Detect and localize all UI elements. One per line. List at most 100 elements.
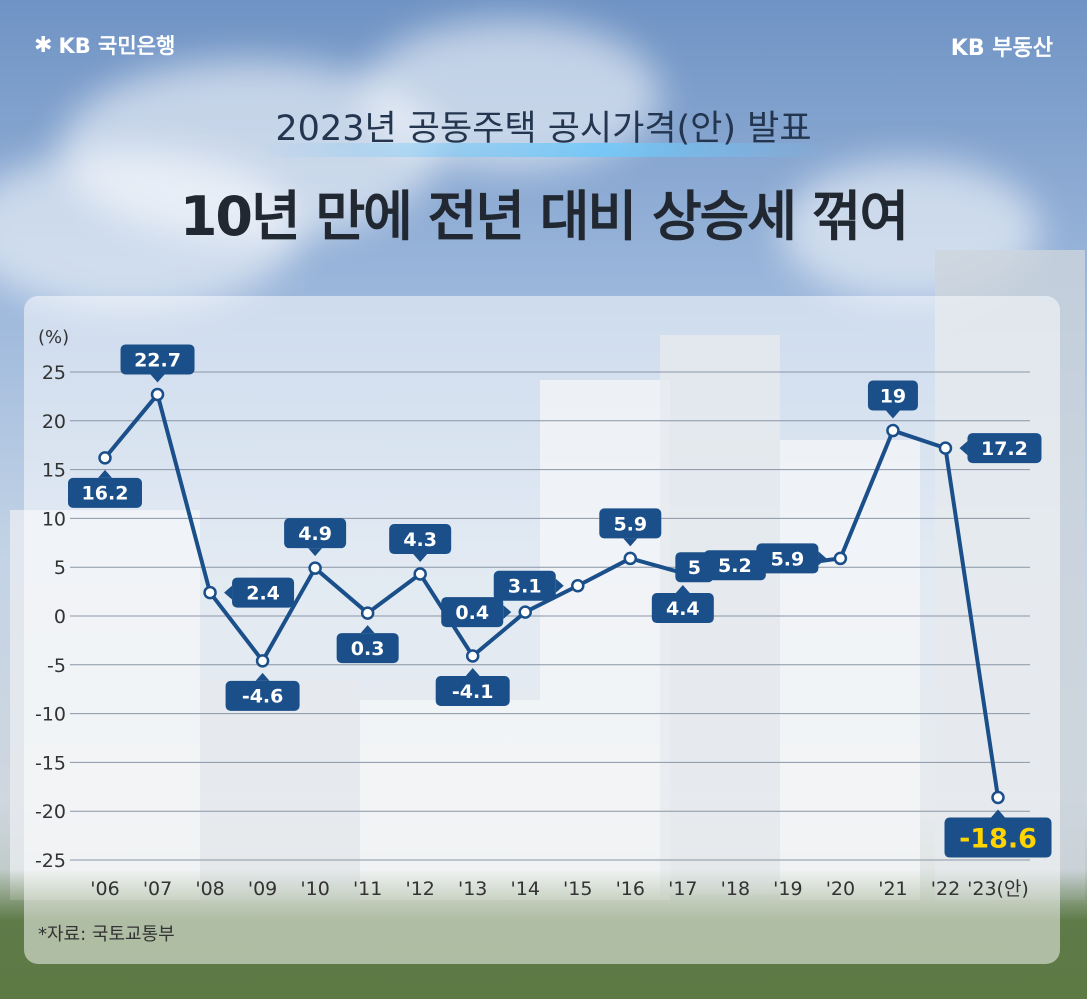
headline: 10년 만에 전년 대비 상승세 꺾여	[179, 185, 909, 248]
x-tick-label: '06	[90, 878, 119, 900]
x-tick-label: '15	[563, 878, 592, 900]
x-tick-label: '11	[353, 878, 382, 900]
data-label-box	[599, 508, 662, 539]
data-label-text: 4.9	[298, 523, 332, 545]
data-point	[150, 387, 165, 402]
x-tick-label: '21	[878, 878, 907, 900]
data-point	[308, 561, 322, 575]
data-label-pointer	[465, 668, 480, 677]
data-label: 5.9	[756, 543, 827, 574]
data-label-box	[967, 433, 1042, 464]
kb-star-icon: ✱	[34, 32, 53, 58]
x-tick-label: '20	[826, 878, 855, 900]
data-label-text: 5.9	[771, 548, 805, 570]
data-label-text: 2.4	[246, 582, 280, 604]
data-label-pointer	[885, 410, 900, 419]
data-label-text: 19	[880, 385, 906, 407]
x-tick-label: '16	[616, 878, 645, 900]
x-tick-label: '22	[931, 878, 960, 900]
kb-bank-logo-text: KB 국민은행	[58, 34, 176, 58]
x-tick-label: '23(안)	[967, 878, 1029, 900]
data-label: -4.1	[435, 668, 510, 707]
data-label-text: 4.4	[666, 598, 700, 620]
data-label: 4.9	[284, 518, 347, 557]
y-tick-label: -20	[35, 801, 66, 823]
y-tick-label: -10	[35, 704, 66, 726]
data-label-box	[284, 518, 347, 549]
x-tick-label: '19	[773, 878, 802, 900]
data-label-text: 0.4	[455, 602, 489, 624]
data-label-text: -4.1	[452, 681, 494, 703]
data-point	[623, 551, 638, 566]
data-label-box	[944, 817, 1052, 858]
data-label: 0.3	[336, 625, 399, 664]
data-label: 3.1	[493, 570, 564, 601]
kb-realestate-logo: KB 부동산	[950, 36, 1053, 61]
data-label-box	[120, 344, 195, 375]
data-label: -4.6	[225, 672, 300, 711]
x-tick-label: '07	[143, 878, 172, 900]
data-label-pointer	[255, 672, 270, 681]
data-label-box	[336, 633, 399, 664]
data-label: 22.7	[120, 344, 195, 383]
x-tick-label: '10	[300, 878, 329, 900]
y-tick-label: 5	[54, 557, 66, 579]
y-tick-label: 0	[54, 606, 66, 628]
data-label-pointer	[503, 605, 512, 620]
data-label: 4.3	[389, 524, 452, 563]
data-label-pointer	[150, 374, 165, 383]
data-label-text: 0.3	[351, 638, 385, 660]
data-label-pointer	[224, 585, 233, 600]
y-tick-label: 20	[42, 411, 66, 433]
data-label-box	[389, 524, 452, 555]
data-label-box	[435, 676, 510, 707]
data-label-box	[651, 593, 714, 624]
y-axis-unit-label: (%)	[38, 327, 69, 348]
data-label-text: 5.9	[613, 513, 647, 535]
data-point	[886, 423, 900, 438]
data-label-pointer	[360, 625, 375, 634]
data-label: 4.4	[651, 585, 714, 624]
data-point	[360, 606, 375, 620]
data-label-pointer	[818, 551, 827, 566]
data-label: 5.9	[599, 508, 662, 547]
data-label: 5.2	[703, 550, 774, 581]
data-label-pointer	[959, 441, 968, 456]
kb-bank-logo: ✱ KB 국민은행	[34, 30, 175, 60]
source-note: *자료: 국토교통부	[38, 924, 175, 945]
y-tick-label: 15	[42, 460, 66, 482]
data-label: 17.2	[959, 433, 1042, 464]
data-point	[833, 551, 848, 566]
data-label-text: 4.3	[403, 529, 437, 551]
data-label: 0.4	[441, 597, 512, 628]
x-tick-label: '12	[405, 878, 434, 900]
data-label-pointer	[308, 548, 323, 557]
data-label-box	[703, 550, 766, 581]
data-label-text: 22.7	[134, 349, 181, 371]
data-label-text: 5.2	[718, 555, 752, 577]
data-label-box	[756, 543, 819, 574]
data-label-text: -4.6	[242, 686, 284, 708]
data-point	[991, 790, 1005, 805]
x-tick-label: '18	[721, 878, 750, 900]
data-point	[413, 567, 427, 581]
x-tick-label: '09	[248, 878, 277, 900]
data-label-box	[867, 380, 918, 411]
subtitle: 2023년 공동주택 공시가격(안) 발표	[257, 98, 830, 157]
data-label-text: 3.1	[508, 576, 542, 598]
data-label: 2.4	[224, 577, 295, 608]
data-label-pointer	[623, 538, 638, 547]
data-label-box	[68, 477, 142, 508]
data-label-pointer	[98, 469, 112, 478]
y-tick-label: -25	[35, 850, 66, 872]
x-tick-label: '08	[195, 878, 224, 900]
data-point	[203, 585, 217, 600]
data-label-pointer	[555, 578, 564, 593]
y-tick-label: -15	[35, 752, 66, 774]
data-label: 19	[867, 380, 918, 419]
data-label-text: 16.2	[82, 483, 129, 505]
data-label: 16.2	[68, 469, 142, 508]
data-label-text: 17.2	[981, 438, 1028, 460]
data-label-text: 5	[688, 557, 701, 579]
